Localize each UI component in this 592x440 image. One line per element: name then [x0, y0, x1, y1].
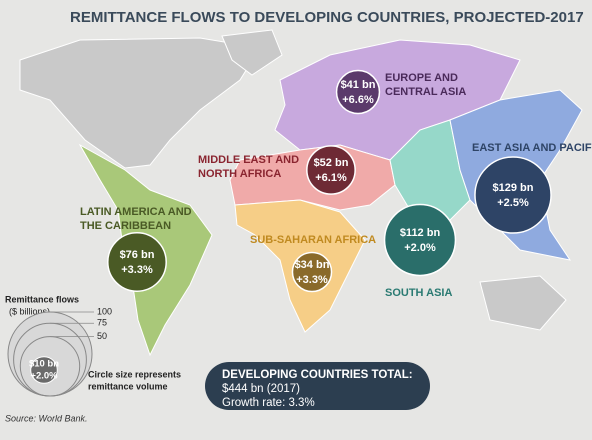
region-name: SOUTH ASIA — [385, 287, 452, 299]
bubble-value: $112 bn — [400, 227, 441, 239]
bubble-value: $129 bn — [493, 182, 534, 194]
bubble-growth: +3.3% — [121, 264, 153, 276]
region-name: EAST ASIA AND PACIFIC — [472, 142, 592, 154]
legend-circle — [7, 311, 93, 397]
bubble — [335, 69, 381, 115]
legend-title: ($ billions) — [9, 306, 50, 316]
bubble — [383, 203, 457, 277]
bubble — [474, 156, 552, 234]
bubble-growth: +2.5% — [497, 197, 529, 209]
region-name: NORTH AFRICA — [198, 168, 281, 180]
total-growth: Growth rate: 3.3% — [222, 397, 315, 409]
legend-example-growth: +2.0% — [30, 371, 58, 382]
total-amount: $444 bn (2017) — [222, 383, 300, 395]
region-name: SUB-SAHARAN AFRICA — [250, 234, 376, 246]
bubble-value: $76 bn — [120, 249, 155, 261]
source: Source: World Bank. — [5, 413, 88, 423]
legend-size-label: 100 — [97, 306, 112, 316]
legend-note: remittance volume — [88, 381, 168, 391]
bubble — [306, 145, 356, 195]
region-name: THE CARIBBEAN — [80, 220, 171, 232]
total-box — [205, 362, 430, 410]
bubble-growth: +6.6% — [342, 94, 374, 106]
bubble-growth: +3.3% — [296, 274, 328, 286]
legend-example — [30, 356, 58, 384]
legend-size-label: 50 — [97, 331, 107, 341]
bubble — [291, 251, 333, 293]
australia — [479, 275, 567, 331]
bubble-growth: +2.0% — [404, 242, 436, 254]
bubble-value: $34 bn — [295, 259, 330, 271]
region-name: CENTRAL ASIA — [385, 86, 466, 98]
bubble — [107, 232, 167, 292]
total-heading: DEVELOPING COUNTRIES TOTAL: — [222, 369, 413, 381]
legend-title: Remittance flows — [5, 294, 79, 304]
legend-size-label: 75 — [97, 318, 107, 328]
legend-example-value: $10 bn — [29, 359, 59, 370]
region-name: EUROPE AND — [385, 72, 458, 84]
bubble-value: $41 bn — [341, 79, 376, 91]
greenland — [221, 29, 283, 76]
bubble-value: $52 bn — [314, 157, 349, 169]
region-name: MIDDLE EAST AND — [198, 154, 299, 166]
bubble-growth: +6.1% — [315, 172, 347, 184]
region-name: LATIN AMERICA AND — [80, 206, 192, 218]
north-america — [19, 37, 261, 169]
legend-note: Circle size represents — [88, 369, 181, 379]
title: REMITTANCE FLOWS TO DEVELOPING COUNTRIES… — [70, 9, 584, 26]
